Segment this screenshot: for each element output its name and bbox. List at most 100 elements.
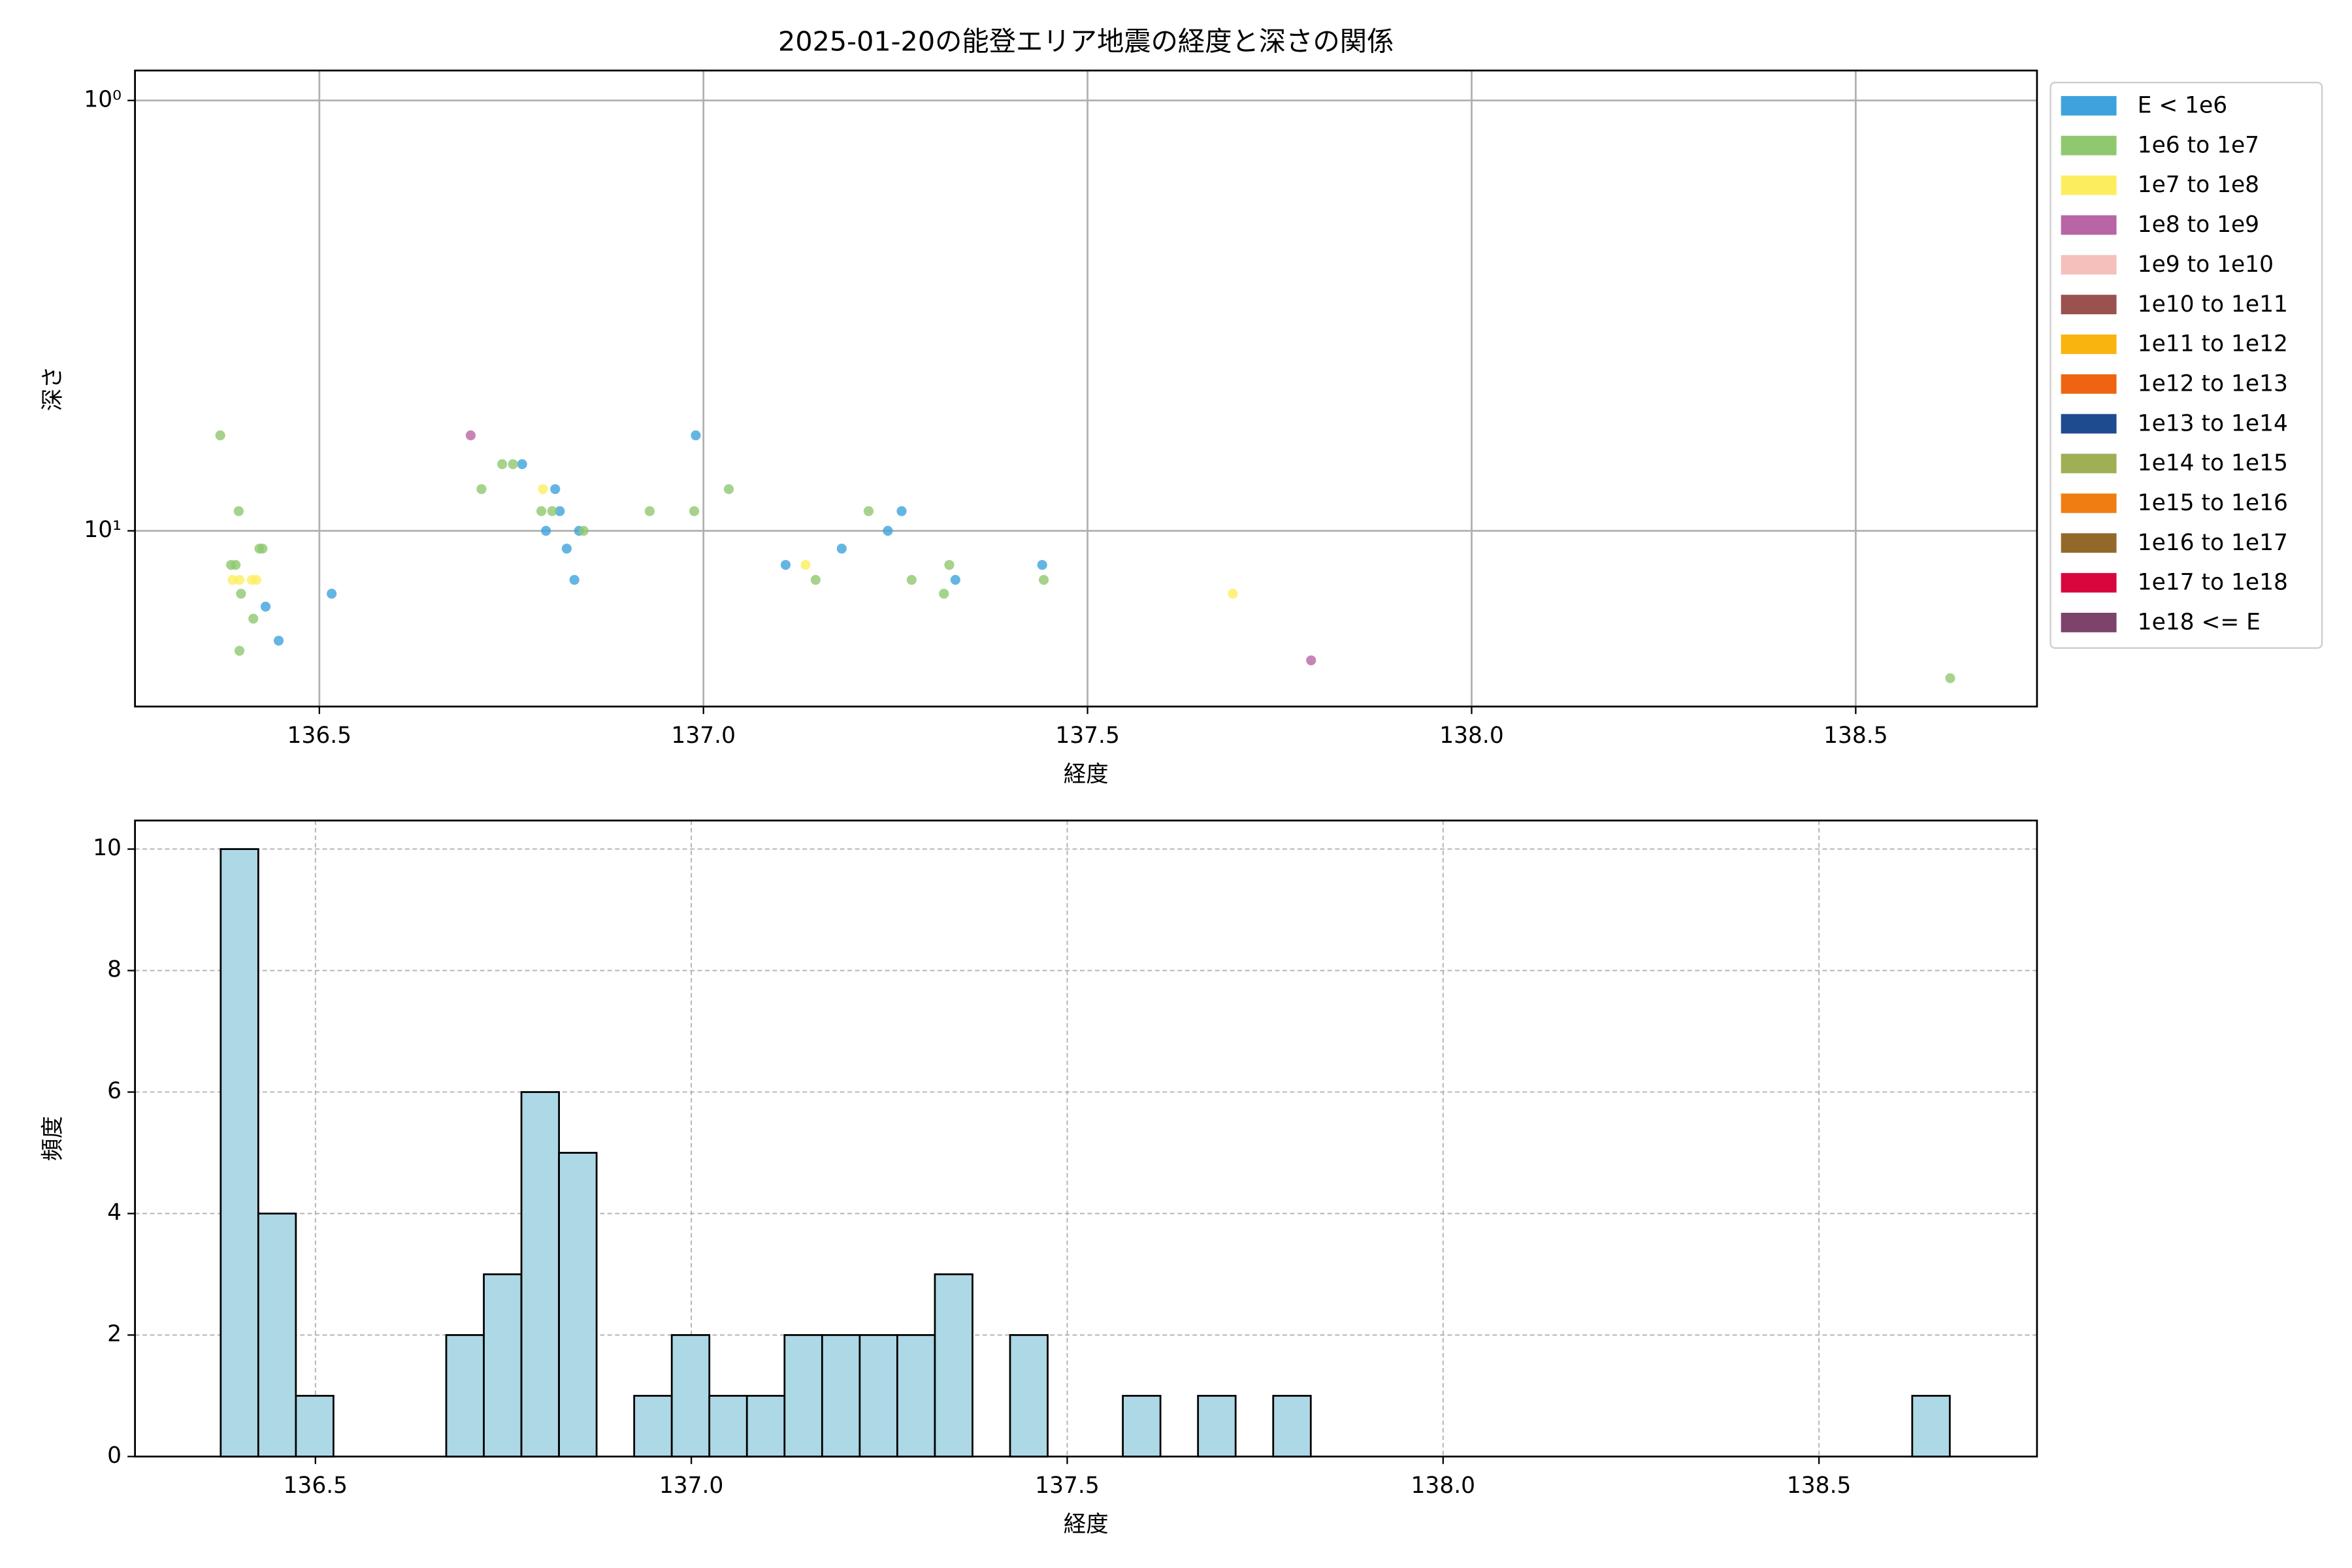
- x-tick-label: 138.0: [1439, 723, 1504, 749]
- bar: [821, 1334, 861, 1458]
- point: [863, 506, 874, 516]
- legend-swatch: [2061, 255, 2117, 275]
- y-tick-label: 8: [107, 956, 122, 983]
- bar: [1272, 1395, 1312, 1458]
- legend-label: 1e11 to 1e12: [2138, 331, 2288, 357]
- x-tick-label: 137.5: [1055, 723, 1120, 749]
- bar: [295, 1395, 335, 1458]
- point: [251, 574, 261, 585]
- plot-frame: [134, 819, 2038, 1458]
- bar: [220, 848, 259, 1458]
- point: [248, 613, 259, 624]
- point: [550, 484, 561, 495]
- point: [1037, 560, 1047, 570]
- legend-swatch: [2061, 215, 2117, 235]
- bar: [1911, 1395, 1951, 1458]
- legend-label: 1e9 to 1e10: [2138, 252, 2274, 278]
- legend-swatch: [2061, 453, 2117, 474]
- legend-label: 1e6 to 1e7: [2138, 132, 2259, 158]
- y-tick-label: 0: [107, 1443, 122, 1469]
- legend-label: E < 1e6: [2138, 93, 2227, 119]
- legend-swatch: [2061, 533, 2117, 553]
- legend-swatch: [2061, 335, 2117, 354]
- bar: [1197, 1395, 1237, 1458]
- legend-label: 1e12 to 1e13: [2138, 370, 2288, 397]
- bar: [633, 1395, 673, 1458]
- legend-swatch: [2061, 573, 2117, 593]
- point: [273, 636, 284, 646]
- point: [231, 560, 241, 570]
- y-tick-label: 10⁰: [84, 86, 122, 112]
- legend-label: 1e16 to 1e17: [2138, 530, 2288, 556]
- point: [465, 430, 476, 440]
- point: [689, 506, 700, 516]
- point: [1039, 574, 1049, 585]
- legend-swatch: [2061, 295, 2117, 315]
- point: [1945, 673, 1955, 683]
- bar: [670, 1334, 711, 1458]
- legend-label: 1e17 to 1e18: [2138, 570, 2288, 596]
- x-tick-label: 137.0: [671, 723, 736, 749]
- x-tick-label: 137.5: [1035, 1473, 1100, 1499]
- x-tick-label: 137.0: [659, 1473, 724, 1499]
- point: [236, 589, 246, 599]
- x-tick-label: 138.5: [1823, 723, 1888, 749]
- point: [541, 525, 551, 536]
- y-tick-label: 2: [107, 1321, 122, 1347]
- point: [234, 574, 245, 585]
- point: [906, 574, 917, 585]
- point: [800, 560, 811, 570]
- legend-swatch: [2061, 95, 2117, 116]
- point: [555, 506, 565, 516]
- x-tick-label: 136.5: [287, 723, 352, 749]
- bar: [934, 1273, 973, 1458]
- y-tick-label: 10: [93, 835, 122, 861]
- x-tick-label: 136.5: [284, 1473, 348, 1499]
- legend-label: 1e13 to 1e14: [2138, 410, 2288, 436]
- legend-swatch: [2061, 612, 2117, 632]
- point: [561, 544, 572, 554]
- point: [327, 589, 337, 599]
- point: [257, 544, 268, 554]
- point: [508, 459, 518, 470]
- point: [227, 574, 238, 585]
- bar: [558, 1152, 598, 1458]
- y-tick-label: 10¹: [84, 517, 122, 543]
- point: [215, 430, 225, 440]
- point: [896, 506, 907, 516]
- point: [644, 506, 655, 516]
- point: [944, 560, 955, 570]
- legend-swatch: [2061, 374, 2117, 394]
- point: [578, 525, 589, 536]
- legend-swatch: [2061, 175, 2117, 195]
- bar: [708, 1395, 748, 1458]
- point: [723, 484, 734, 495]
- point: [476, 484, 487, 495]
- x-axis-label: 経度: [1064, 762, 1109, 788]
- chart-title: 2025-01-20の能登エリア地震の経度と深さの関係: [778, 26, 1394, 57]
- legend-label: 1e15 to 1e16: [2138, 490, 2288, 516]
- point: [883, 525, 893, 536]
- legend-label: 1e7 to 1e8: [2138, 172, 2259, 198]
- point: [497, 459, 508, 470]
- y-axis-label: 頻度: [40, 1116, 66, 1161]
- point: [547, 506, 557, 516]
- y-tick-label: 6: [107, 1078, 122, 1104]
- bar: [896, 1334, 936, 1458]
- point: [810, 574, 821, 585]
- bar: [1122, 1395, 1162, 1458]
- x-axis-label: 経度: [1064, 1511, 1109, 1537]
- bar: [483, 1273, 523, 1458]
- legend-label: 1e18 <= E: [2138, 609, 2261, 635]
- point: [836, 544, 847, 554]
- plot-frame: [134, 69, 2038, 708]
- legend-label: 1e14 to 1e15: [2138, 450, 2288, 476]
- legend-label: 1e8 to 1e9: [2138, 212, 2259, 238]
- point: [517, 459, 527, 470]
- x-tick-label: 138.0: [1411, 1473, 1476, 1499]
- x-tick-label: 138.5: [1787, 1473, 1852, 1499]
- point: [1306, 655, 1316, 666]
